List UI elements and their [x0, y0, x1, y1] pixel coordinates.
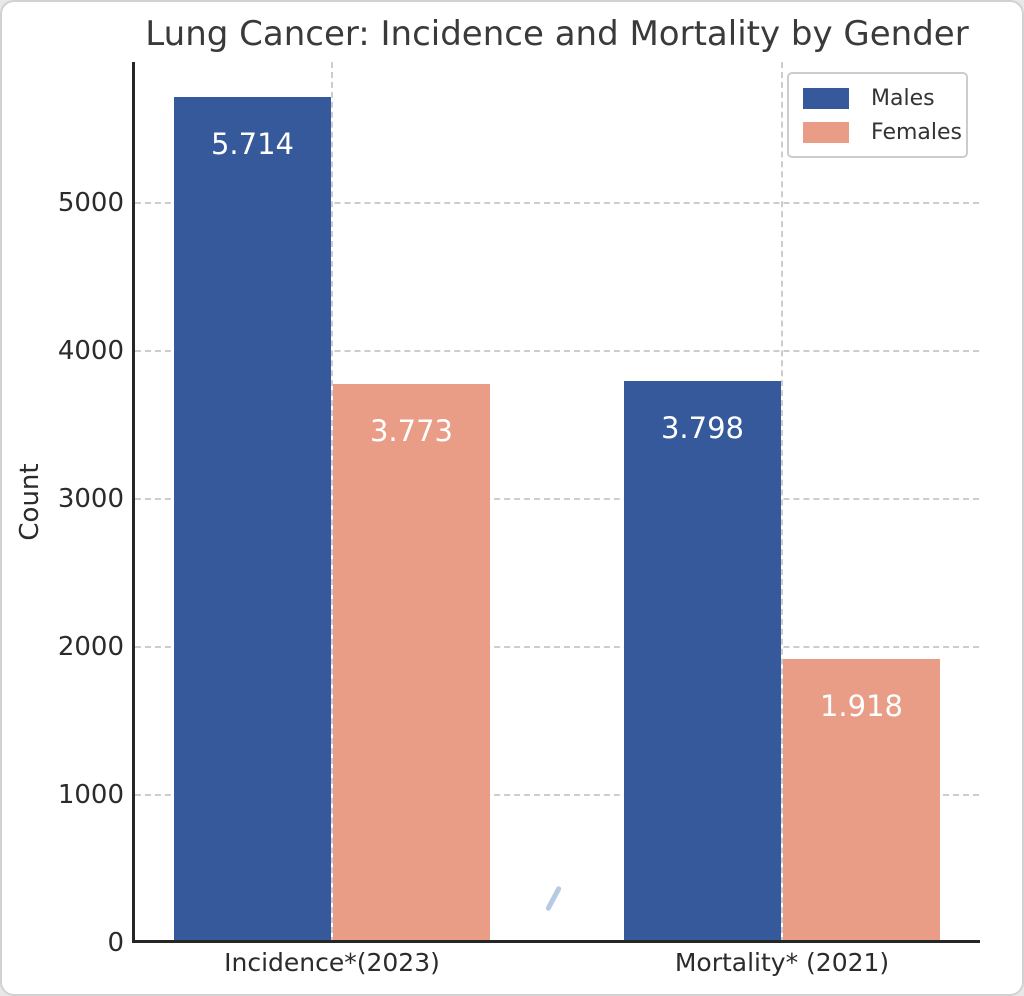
y-tick-label-4000: 4000 — [57, 335, 124, 366]
x-axis-labels: Incidence*(2023) Mortality* (2021) — [135, 948, 979, 982]
y-tick-label-3000: 3000 — [57, 483, 124, 514]
y-tick-label-2000: 2000 — [57, 631, 124, 662]
bar-value-label: 1.918 — [819, 689, 904, 723]
y-axis-spine — [132, 62, 135, 943]
x-tick-label-0: Incidence*(2023) — [224, 948, 440, 977]
legend-entry-males: Males — [803, 85, 952, 111]
gridline-h-2000 — [135, 645, 979, 648]
bar-value-label: 3.798 — [660, 411, 745, 445]
females-color-swatch — [803, 121, 849, 143]
bar-females-1: 1.918 — [783, 659, 940, 943]
y-tick-label-5000: 5000 — [57, 187, 124, 218]
legend-label-females: Females — [871, 119, 963, 145]
gridline-v-1 — [781, 62, 783, 943]
gridline-v-0 — [331, 62, 333, 943]
gridline-h-3000 — [135, 497, 979, 500]
y-tick-label-0: 0 — [107, 928, 124, 958]
chart-title: Lung Cancer: Incidence and Mortality by … — [145, 14, 969, 54]
legend-entry-females: Females — [803, 119, 962, 145]
bar-males-1: 3.798 — [624, 381, 781, 943]
bar-males-0: 5.714 — [174, 97, 331, 943]
x-tick-label-1: Mortality* (2021) — [674, 948, 890, 977]
plot-area: 5.714 3.798 3.773 1.918 — [135, 62, 979, 943]
bar-value-label: 3.773 — [369, 414, 454, 448]
legend-label-males: Males — [871, 85, 935, 111]
y-tick-label-1000: 1000 — [57, 779, 124, 810]
gridline-h-1000 — [135, 793, 979, 796]
x-axis-spine — [132, 940, 980, 943]
bar-females-0: 3.773 — [333, 384, 490, 943]
bar-value-label: 5.714 — [210, 127, 295, 161]
legend: Males Females — [787, 72, 968, 158]
gridline-h-5000 — [135, 201, 979, 204]
y-axis-labels: 0 1000 2000 3000 4000 5000 — [2, 62, 124, 958]
gridline-h-4000 — [135, 349, 979, 352]
males-color-swatch — [803, 87, 849, 109]
